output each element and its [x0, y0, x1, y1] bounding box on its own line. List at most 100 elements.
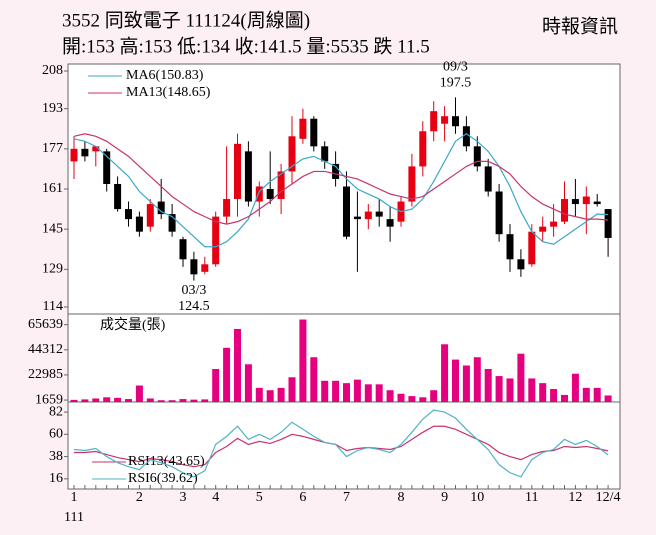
- candle-body: [561, 199, 568, 222]
- volume-bar: [321, 380, 329, 402]
- candle-body: [179, 239, 187, 260]
- candle-body: [310, 118, 318, 147]
- volume-bar: [146, 398, 154, 402]
- plot-frame: [67, 63, 621, 490]
- ma-line: [73, 133, 609, 248]
- candle-body: [201, 264, 209, 272]
- candle-body: [386, 219, 394, 227]
- x-tick-label: 5: [256, 490, 263, 505]
- candle-body: [299, 118, 307, 139]
- source: 時報資訊: [542, 15, 618, 37]
- candle-body: [332, 163, 340, 179]
- x-tick-label: 10: [470, 490, 484, 505]
- x-tick-label: 7: [343, 490, 350, 505]
- volume-bar: [353, 379, 361, 402]
- legend-entry: RSI13(43.65): [128, 454, 205, 469]
- candle-body: [539, 226, 547, 232]
- candle-body: [70, 148, 78, 162]
- x-tick-label: 2: [136, 490, 143, 505]
- volume-bar: [397, 393, 405, 402]
- volume-bar: [452, 359, 459, 402]
- volume-bar: [473, 357, 481, 402]
- x-tick-label: 12: [568, 490, 582, 505]
- volume-bar: [332, 380, 340, 402]
- volume-bar: [375, 384, 383, 402]
- candle-body: [604, 209, 612, 238]
- x-tick-label: 8: [398, 490, 405, 505]
- volume-bar: [201, 399, 209, 402]
- candle-body: [92, 146, 100, 152]
- candle-body: [528, 231, 536, 265]
- y-tick-label: 65639: [28, 317, 63, 332]
- candle-body: [212, 216, 220, 265]
- candle-body: [495, 191, 503, 235]
- volume-bar: [103, 397, 111, 402]
- x-sublabel: 111: [64, 510, 84, 525]
- candle-body: [484, 166, 492, 192]
- volume-bar: [157, 400, 165, 402]
- volume-bar: [255, 387, 263, 402]
- candle-body: [321, 146, 329, 162]
- legend-entry: MA6(150.83): [126, 68, 204, 83]
- y-tick-label: 161: [42, 181, 63, 196]
- volume-bar: [244, 364, 252, 402]
- legend-entry: MA13(148.65): [126, 85, 211, 100]
- volume-bar: [495, 376, 503, 402]
- y-tick-label: 16: [49, 471, 63, 486]
- chart-title: 3552 同致電子 111124(周線圖): [62, 9, 310, 31]
- candle-body: [244, 151, 252, 202]
- volume-bar: [114, 397, 122, 402]
- y-tick-label: 145: [42, 221, 63, 236]
- candle-body: [473, 146, 481, 167]
- volume-bar: [441, 344, 449, 402]
- x-tick-label: 4: [212, 490, 219, 505]
- volume-bar: [310, 357, 318, 402]
- candle-body: [343, 186, 350, 237]
- volume-bar: [70, 399, 78, 402]
- candle-body: [452, 116, 459, 127]
- x-tick-label: 1: [71, 490, 78, 505]
- y-tick-label: 60: [49, 427, 63, 442]
- y-tick-label: 1659: [35, 392, 63, 407]
- candle-body: [430, 111, 438, 132]
- volume-bar: [288, 377, 296, 402]
- rsi-line: [74, 425, 609, 468]
- x-tick-label: 6: [299, 490, 306, 505]
- volume-bar: [430, 390, 438, 402]
- volume-bar: [179, 399, 187, 402]
- y-tick-label: 193: [42, 101, 63, 116]
- volume-bar: [364, 384, 372, 402]
- candle-body: [506, 234, 514, 260]
- volume-bar: [561, 394, 568, 402]
- candle-body: [550, 221, 558, 227]
- volume-bar: [462, 365, 470, 402]
- candle-body: [571, 199, 579, 205]
- candle-body: [234, 143, 241, 200]
- y-tick-label: 208: [42, 63, 63, 78]
- y-tick-label: 177: [42, 141, 63, 156]
- volume-bar: [386, 390, 394, 402]
- volume-bar: [223, 347, 231, 402]
- candle-body: [114, 183, 122, 210]
- volume-bar: [277, 387, 285, 402]
- volume-bar: [135, 385, 143, 402]
- y-tick-label: 22985: [28, 367, 63, 382]
- candle-body: [168, 214, 176, 232]
- x-tick-label: 12/4: [596, 490, 621, 505]
- x-tick-label: 11: [525, 490, 538, 505]
- y-tick-label: 114: [43, 299, 63, 314]
- candle-body: [266, 189, 274, 200]
- candle-body: [223, 199, 231, 217]
- candle-body: [375, 211, 383, 217]
- annotation-value: 197.5: [440, 76, 472, 91]
- x-tick-label: 9: [441, 490, 448, 505]
- candle-body: [135, 216, 143, 232]
- candle-body: [277, 171, 285, 200]
- candle-body: [593, 201, 601, 205]
- candle-body: [441, 116, 449, 124]
- volume-bar: [517, 353, 525, 402]
- volume-bar: [81, 399, 89, 402]
- candle-body: [582, 196, 590, 205]
- legend-entry: RSI6(39.62): [128, 471, 198, 486]
- volume-bar: [168, 400, 176, 402]
